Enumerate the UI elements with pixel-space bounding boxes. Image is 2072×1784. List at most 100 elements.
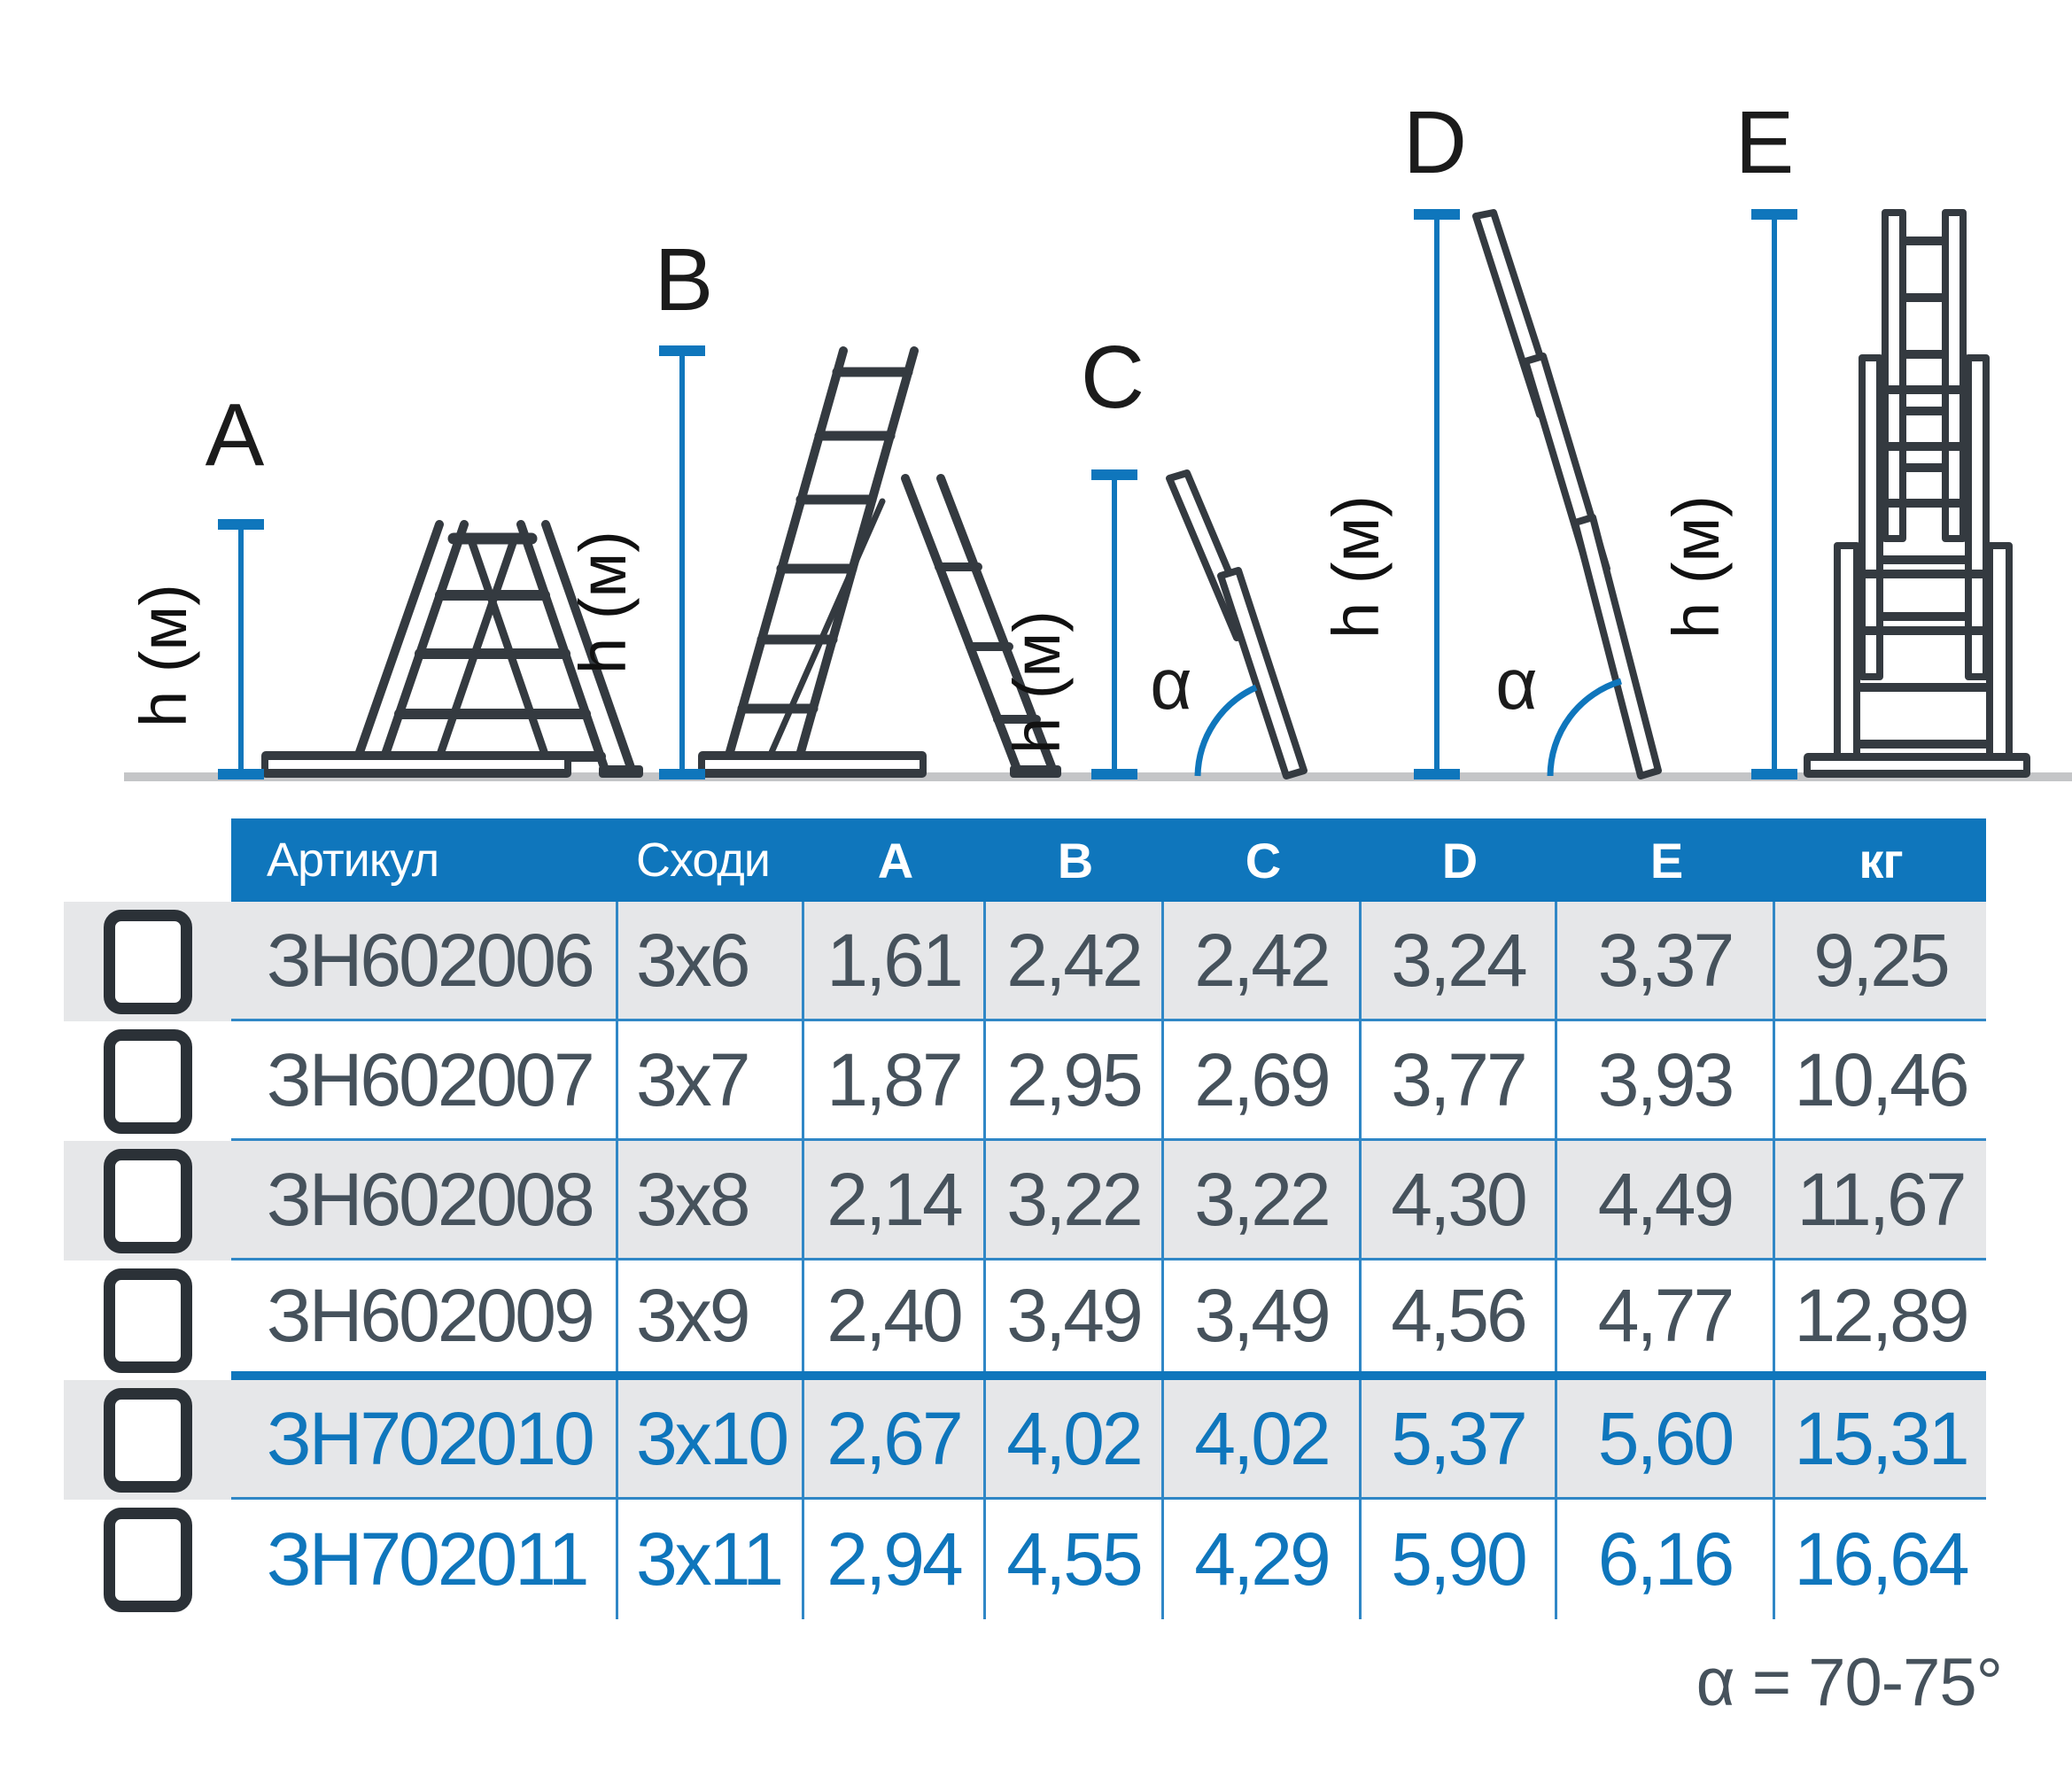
cell-steps: 3x7 bbox=[618, 1021, 804, 1138]
cell-a: 2,14 bbox=[804, 1141, 986, 1258]
cell-b: 3,22 bbox=[986, 1141, 1164, 1258]
cell-e: 5,60 bbox=[1557, 1380, 1775, 1497]
angle-label-c: α bbox=[1150, 644, 1191, 725]
cell-e: 4,49 bbox=[1557, 1141, 1775, 1258]
header-col-e: E bbox=[1649, 832, 1683, 888]
row-cells: ЗН602008 3x8 2,14 3,22 3,22 4,30 4,49 11… bbox=[231, 1141, 1986, 1260]
measure-line-e bbox=[1751, 209, 1797, 780]
checkbox-zone bbox=[64, 902, 231, 1021]
measure-line-a bbox=[218, 519, 264, 780]
cell-b: 2,95 bbox=[986, 1021, 1164, 1138]
table-row: ЗН602006 3x6 1,61 2,42 2,42 3,24 3,37 9,… bbox=[64, 902, 1986, 1021]
angle-note: α = 70-75° bbox=[1696, 1645, 2003, 1720]
cell-d: 3,24 bbox=[1362, 902, 1557, 1019]
cell-steps: 3x11 bbox=[618, 1500, 804, 1619]
header-steps: Сходи bbox=[636, 834, 771, 887]
cell-d: 5,90 bbox=[1362, 1500, 1557, 1619]
cell-a: 2,67 bbox=[804, 1380, 986, 1497]
height-label-d: h (м) bbox=[1319, 495, 1393, 639]
height-label-a: h (м) bbox=[127, 584, 200, 727]
cell-article: ЗН602006 bbox=[231, 902, 618, 1019]
cell-kg: 15,31 bbox=[1794, 1396, 1969, 1480]
diagram-label-d: D bbox=[1403, 93, 1467, 192]
measure-line-c bbox=[1091, 469, 1137, 780]
cell-article: ЗН602009 bbox=[231, 1260, 618, 1371]
diagram-label-b: B bbox=[655, 230, 714, 330]
cell-a: 1,61 bbox=[804, 902, 986, 1019]
row-cells: ЗН702011 3x11 2,94 4,55 4,29 5,90 6,16 1… bbox=[231, 1500, 1986, 1619]
row-checkbox[interactable] bbox=[103, 1387, 192, 1493]
diagram-label-c: C bbox=[1081, 328, 1145, 427]
ladder-e-figure bbox=[1804, 209, 2030, 778]
cell-d: 5,37 bbox=[1362, 1380, 1557, 1497]
cell-steps: 3x6 bbox=[618, 902, 804, 1019]
row-cells: ЗН602007 3x7 1,87 2,95 2,69 3,77 3,93 10… bbox=[231, 1021, 1986, 1141]
cell-d: 4,56 bbox=[1362, 1260, 1557, 1371]
cell-c: 3,22 bbox=[1164, 1141, 1362, 1258]
row-cells: ЗН702010 3x10 2,67 4,02 4,02 5,37 5,60 1… bbox=[231, 1380, 1986, 1500]
cell-article: ЗН602008 bbox=[231, 1141, 618, 1258]
measure-line-d bbox=[1414, 209, 1460, 780]
cell-steps: 3x9 bbox=[618, 1260, 804, 1371]
angle-arc-d bbox=[1547, 678, 1623, 777]
cell-c: 2,69 bbox=[1164, 1021, 1362, 1138]
height-label-c: h (м) bbox=[1000, 610, 1074, 754]
diagram-label-e: E bbox=[1735, 93, 1795, 192]
cell-steps: 3x10 bbox=[618, 1380, 804, 1497]
checkbox-zone bbox=[64, 1141, 231, 1260]
checkbox-zone bbox=[64, 1260, 231, 1380]
table-header-band: Артикул Сходи A B C D E кг bbox=[231, 818, 1986, 902]
angle-arc-c bbox=[1194, 684, 1258, 777]
cell-e: 3,93 bbox=[1557, 1021, 1775, 1138]
cell-b: 2,42 bbox=[986, 902, 1164, 1019]
table-row: ЗН602007 3x7 1,87 2,95 2,69 3,77 3,93 10… bbox=[64, 1021, 1986, 1141]
header-col-c: C bbox=[1245, 832, 1281, 888]
row-checkbox[interactable] bbox=[103, 909, 192, 1014]
header-col-a: A bbox=[877, 832, 913, 888]
table-row: ЗН602009 3x9 2,40 3,49 3,49 4,56 4,77 12… bbox=[64, 1260, 1986, 1380]
cell-c: 2,42 bbox=[1164, 902, 1362, 1019]
ladder-diagrams: A h (м) B h (м) C h (м) α bbox=[124, 93, 2072, 781]
cell-a: 2,94 bbox=[804, 1500, 986, 1619]
height-label-b: h (м) bbox=[566, 531, 640, 674]
header-col-b: B bbox=[1057, 832, 1093, 888]
ladder-d-figure bbox=[1472, 209, 1662, 780]
cell-article: ЗН702011 bbox=[231, 1500, 618, 1619]
cell-e: 6,16 bbox=[1557, 1500, 1775, 1619]
table-row: ЗН602008 3x8 2,14 3,22 3,22 4,30 4,49 11… bbox=[64, 1141, 1986, 1260]
row-cells: ЗН602006 3x6 1,61 2,42 2,42 3,24 3,37 9,… bbox=[231, 902, 1986, 1021]
row-checkbox[interactable] bbox=[103, 1148, 192, 1253]
cell-b: 3,49 bbox=[986, 1260, 1164, 1371]
height-label-e: h (м) bbox=[1659, 495, 1733, 639]
cell-c: 4,29 bbox=[1164, 1500, 1362, 1619]
ladder-b-figure bbox=[698, 346, 1061, 778]
row-cells: ЗН602009 3x9 2,40 3,49 3,49 4,56 4,77 12… bbox=[231, 1260, 1986, 1380]
cell-d: 3,77 bbox=[1362, 1021, 1557, 1138]
checkbox-zone bbox=[64, 1500, 231, 1619]
cell-kg: 12,89 bbox=[1794, 1274, 1969, 1357]
cell-b: 4,55 bbox=[986, 1500, 1164, 1619]
cell-a: 1,87 bbox=[804, 1021, 986, 1138]
cell-article: ЗН602007 bbox=[231, 1021, 618, 1138]
cell-c: 3,49 bbox=[1164, 1260, 1362, 1371]
header-spacer bbox=[64, 818, 231, 902]
cell-a: 2,40 bbox=[804, 1260, 986, 1371]
checkbox-zone bbox=[64, 1021, 231, 1141]
cell-article: ЗН702010 bbox=[231, 1380, 618, 1497]
cell-kg: 9,25 bbox=[1813, 918, 1951, 1002]
header-article: Артикул bbox=[267, 834, 439, 887]
ladder-a-figure bbox=[261, 520, 643, 778]
cell-kg: 10,46 bbox=[1794, 1037, 1969, 1121]
row-checkbox[interactable] bbox=[103, 1507, 192, 1612]
ladder-c-figure bbox=[1166, 469, 1308, 780]
row-checkbox[interactable] bbox=[103, 1268, 192, 1373]
cell-c: 4,02 bbox=[1164, 1380, 1362, 1497]
checkbox-zone bbox=[64, 1380, 231, 1500]
header-col-kg: кг bbox=[1859, 832, 1903, 888]
cell-e: 3,37 bbox=[1557, 902, 1775, 1019]
cell-b: 4,02 bbox=[986, 1380, 1164, 1497]
cell-kg: 11,67 bbox=[1797, 1157, 1967, 1241]
row-checkbox[interactable] bbox=[103, 1028, 192, 1134]
table-row: ЗН702010 3x10 2,67 4,02 4,02 5,37 5,60 1… bbox=[64, 1380, 1986, 1500]
cell-e: 4,77 bbox=[1557, 1260, 1775, 1371]
